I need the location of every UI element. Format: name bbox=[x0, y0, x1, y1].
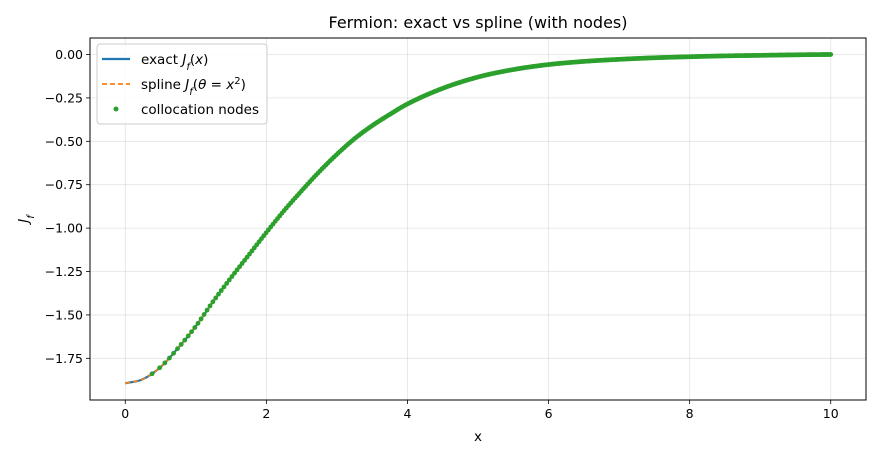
y-axis-label: Jf bbox=[16, 214, 37, 226]
y-tick-label: −1.25 bbox=[45, 264, 83, 279]
y-tick-label: −0.25 bbox=[45, 90, 83, 105]
collocation-node bbox=[171, 350, 176, 356]
legend-swatch-nodes bbox=[113, 106, 119, 112]
collocation-node bbox=[149, 371, 155, 377]
axes-frame bbox=[89, 37, 867, 401]
legend-label-nodes: collocation nodes bbox=[141, 102, 259, 118]
y-tick-label: −1.75 bbox=[45, 351, 83, 366]
collocation-node bbox=[828, 52, 834, 57]
collocation-node bbox=[201, 312, 207, 317]
collocation-node bbox=[232, 270, 237, 276]
legend-box bbox=[96, 43, 268, 125]
collocation-node bbox=[229, 274, 235, 279]
collocation-node bbox=[218, 288, 224, 293]
plot-area bbox=[125, 52, 834, 385]
collocation-node bbox=[157, 365, 163, 371]
collocation-node bbox=[210, 299, 216, 305]
x-tick-label: 8 bbox=[686, 406, 694, 421]
collocation-node bbox=[207, 303, 213, 309]
x-tick-label: 6 bbox=[545, 406, 553, 421]
y-tick-label: 0.00 bbox=[55, 47, 83, 62]
y-tick-label: −0.75 bbox=[45, 177, 83, 192]
collocation-node bbox=[182, 337, 188, 343]
collocation-node bbox=[224, 280, 230, 286]
x-tick-label: 2 bbox=[262, 406, 270, 421]
x-axis: 0 2 4 6 8 10 bbox=[121, 400, 839, 421]
collocation-node bbox=[195, 320, 201, 326]
legend: exact Jf(x) spline Jf(θ = x2) collocatio… bbox=[96, 43, 268, 125]
x-tick-label: 4 bbox=[403, 406, 411, 421]
collocation-node bbox=[221, 284, 227, 290]
collocation-node bbox=[175, 346, 180, 352]
collocation-node bbox=[216, 291, 221, 297]
y-tick-label: −1.50 bbox=[45, 307, 83, 322]
collocation-node bbox=[198, 316, 204, 322]
y-tick-label: −0.50 bbox=[45, 134, 83, 149]
x-tick-label: 0 bbox=[121, 406, 129, 421]
collocation-node bbox=[204, 307, 210, 313]
collocation-node bbox=[167, 355, 172, 361]
collocation-node bbox=[185, 333, 191, 339]
series-collocation-nodes bbox=[149, 52, 834, 377]
collocation-node bbox=[192, 325, 198, 330]
collocation-node bbox=[178, 341, 184, 347]
collocation-node bbox=[226, 277, 232, 283]
y-tick-label: −1.00 bbox=[45, 221, 83, 236]
collocation-node bbox=[234, 267, 240, 273]
x-tick-label: 10 bbox=[823, 406, 839, 421]
legend-label-exact: exact Jf(x) bbox=[141, 52, 208, 73]
y-axis: 0.00 −0.25 −0.50 −0.75 −1.00 −1.25 −1.50 −1.75 bbox=[45, 47, 90, 366]
x-axis-label: x bbox=[474, 429, 482, 445]
chart-title: Fermion: exact vs spline (with nodes) bbox=[328, 13, 627, 32]
collocation-node bbox=[189, 329, 194, 335]
legend-label-spline: spline Jf(θ = x2) bbox=[141, 76, 246, 98]
collocation-node bbox=[213, 295, 219, 301]
collocation-node bbox=[162, 360, 168, 366]
